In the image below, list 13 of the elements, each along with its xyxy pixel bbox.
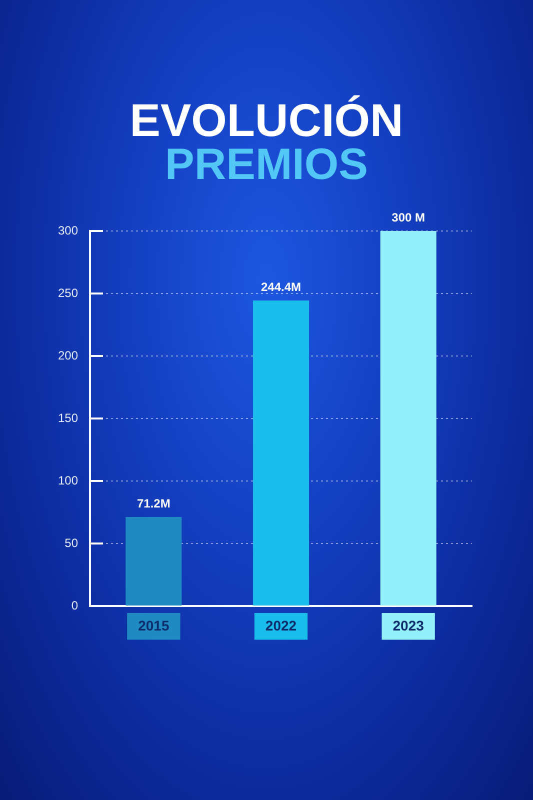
y-tick-label: 0 (71, 598, 78, 612)
y-tick-label: 100 (58, 473, 78, 488)
y-tick-label: 50 (64, 536, 78, 550)
y-tick-label: 300 (58, 223, 78, 238)
data-label: 244.4M (260, 280, 302, 294)
x-tick-label: 2015 (138, 617, 170, 634)
data-label: 300 M (392, 210, 426, 224)
y-tick-label: 150 (58, 410, 78, 425)
y-tick-label: 250 (58, 286, 78, 300)
y-tick-label: 200 (58, 348, 78, 362)
x-tick-label: 2023 (392, 617, 424, 634)
x-tick-label: 2022 (265, 617, 297, 634)
data-label: 71.2M (136, 496, 170, 510)
